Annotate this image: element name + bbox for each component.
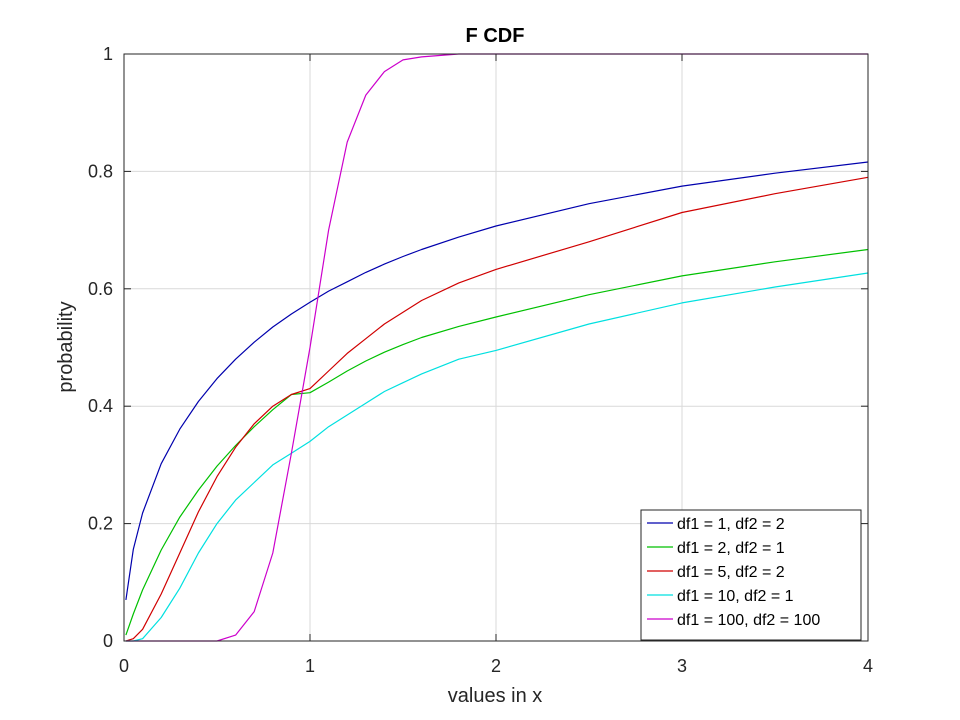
y-tick-label-0: 0: [103, 631, 113, 651]
y-tick-label-4: 0.8: [88, 161, 113, 181]
legend-label-0: df1 = 1, df2 = 2: [677, 516, 785, 533]
y-tick-label-1: 0.2: [88, 514, 113, 534]
y-tick-label-5: 1: [103, 44, 113, 64]
series-line-2: [125, 176, 869, 642]
x-tick-label-3: 3: [677, 656, 687, 676]
legend-box: [640, 509, 862, 641]
series-line-1: [125, 248, 869, 636]
chart-title: F CDF: [466, 25, 525, 47]
x-tick-label-1: 1: [305, 656, 315, 676]
x-tick-label-0: 0: [119, 656, 129, 676]
y-axis-label: probability: [55, 301, 77, 392]
series-lines: [125, 53, 869, 642]
x-axis-label: values in x: [448, 685, 543, 707]
legend-label-2: df1 = 5, df2 = 2: [677, 564, 785, 581]
x-tick-label-4: 4: [863, 656, 873, 676]
y-tick-label-2: 0.4: [88, 396, 113, 416]
x-tick-label-2: 2: [491, 656, 501, 676]
legend-label-3: df1 = 10, df2 = 1: [677, 588, 794, 605]
series-line-0: [125, 161, 869, 600]
legend-label-4: df1 = 100, df2 = 100: [677, 612, 820, 629]
y-tick-label-3: 0.6: [88, 279, 113, 299]
legend-label-1: df1 = 2, df2 = 1: [677, 540, 785, 557]
legend: df1 = 1, df2 = 2 df1 = 2, df2 = 1 df1 = 5,…: [640, 509, 862, 641]
axis-ticks: 0 1 2 3 4 0 0.2 0.4 0.6 0.8 1: [88, 44, 873, 676]
series-line-3: [125, 272, 869, 642]
